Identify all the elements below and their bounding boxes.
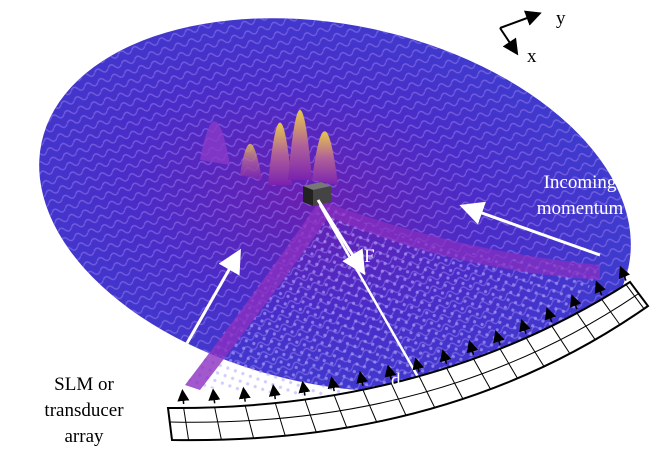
axis-label-x: x (527, 46, 537, 67)
array-label: SLM or (54, 374, 114, 395)
probe-cube (303, 182, 331, 206)
array-tick (183, 392, 184, 404)
axis-label-y: y (556, 8, 566, 29)
momentum-label: momentum (537, 198, 624, 219)
distance-label: d (391, 370, 401, 391)
momentum-label: Incoming (544, 172, 617, 193)
figure: y x Incoming momentum F d SLM or transdu… (0, 0, 651, 461)
force-label: F (364, 246, 375, 267)
array-label: array (64, 426, 104, 447)
array-tick (213, 391, 214, 403)
array-tick (244, 390, 246, 402)
array-label: transducer (44, 400, 124, 421)
